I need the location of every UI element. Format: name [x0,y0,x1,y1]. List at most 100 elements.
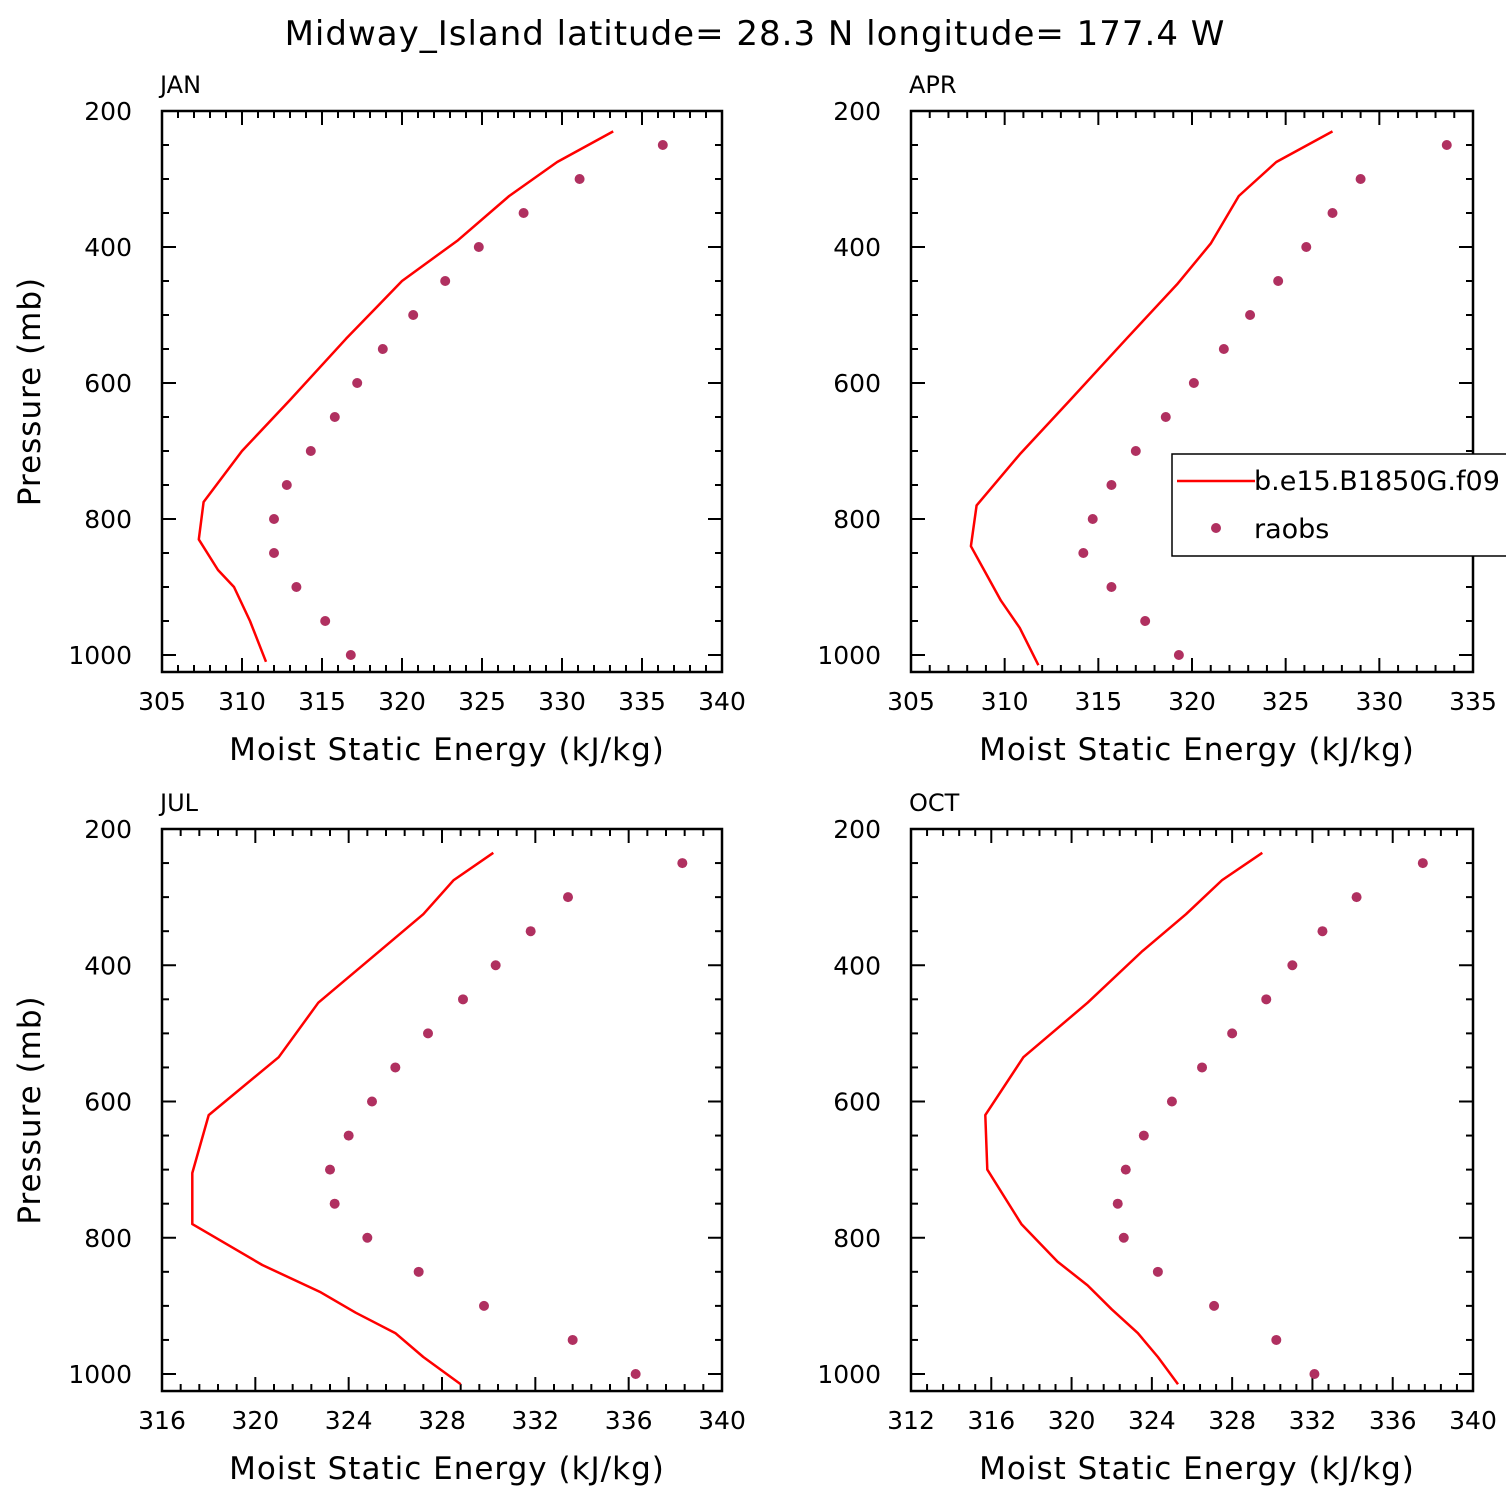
y-tick-label: 600 [833,369,881,398]
obs-point [1218,344,1229,354]
model-line [191,851,495,1386]
x-tick-label: 330 [1355,687,1403,716]
y-tick-label: 600 [84,369,132,398]
obs-point [1351,892,1362,903]
x-tick-label: 316 [967,1406,1015,1435]
obs-point [1160,412,1171,422]
x-tick-label: 335 [618,687,666,716]
obs-point [1327,208,1338,218]
obs-point [1197,1062,1208,1073]
obs-point [390,1062,401,1073]
legend-obs-label: raobs [1254,514,1329,545]
x-tick-label: 330 [538,687,586,716]
obs-point [1078,548,1089,558]
plot-frame [160,827,724,1393]
obs-point [677,858,688,869]
x-axis-label: Moist Static Energy (kJ/kg) [229,732,665,768]
y-tick-label: 400 [833,233,881,262]
obs-point [518,208,529,218]
panel-jan: 305 310 315 320 325 330 335 340 200 400 600 800 1000… [12,71,746,768]
obs-point [362,1232,373,1243]
obs-point [473,242,484,252]
obs-point [1245,310,1256,320]
obs-point [1227,1028,1238,1039]
obs-point [1301,242,1312,252]
x-tick-label: 325 [1262,687,1310,716]
panel-label: OCT [909,789,960,817]
x-axis-label: Moist Static Energy (kJ/kg) [229,1451,665,1487]
y-tick-label: 800 [84,505,132,534]
obs-point [1166,1096,1177,1107]
obs-point [1309,1369,1320,1379]
obs-point [1106,480,1117,490]
model-line [969,130,1334,666]
plot-frame [909,109,1475,674]
y-tick-label: 1000 [68,641,132,670]
x-tick-label: 340 [1449,1406,1497,1435]
legend-obs-swatch [1211,523,1221,533]
obs-point [1118,1232,1129,1243]
y-tick-label: 800 [84,1224,132,1253]
y-tick-label: 1000 [817,1360,881,1389]
y-tick-label: 200 [84,97,132,126]
obs-point [320,616,331,626]
obs-point [1138,1130,1149,1141]
plot-frame [160,109,724,674]
obs-point [525,926,536,937]
model-line [984,851,1264,1385]
y-tick-label: 200 [84,815,132,844]
panel-label: JUL [158,789,199,817]
x-tick-label: 310 [218,687,266,716]
y-tick-label: 1000 [68,1360,132,1389]
y-tick-label: 600 [833,1088,881,1117]
x-tick-label: 312 [887,1406,935,1435]
legend-box [1171,453,1506,557]
x-tick-label: 320 [231,1406,279,1435]
x-tick-label: 325 [458,687,506,716]
x-tick-label: 320 [1168,687,1216,716]
panel-label: APR [909,71,957,99]
obs-point [567,1334,578,1345]
legend-model-label: b.e15.B1850G.f09 [1254,466,1500,497]
y-tick-label: 600 [84,1088,132,1117]
x-axis-label: Moist Static Energy (kJ/kg) [979,732,1415,768]
obs-point [440,276,451,286]
figure-title: Midway_Island latitude= 28.3 N longitude… [285,14,1226,54]
y-axis-label: Pressure (mb) [12,277,48,506]
obs-point [352,378,363,388]
obs-point [325,1164,335,1175]
obs-point [630,1369,641,1379]
obs-point [367,1096,377,1107]
x-tick-label: 305 [138,687,186,716]
x-tick-label: 324 [1128,1406,1176,1435]
x-tick-label: 332 [511,1406,559,1435]
obs-point [1271,1334,1282,1345]
x-tick-label: 335 [1449,687,1497,716]
obs-point [291,582,302,592]
panel-apr: 305 310 315 320 325 330 335 200 400 600 800 1000 APR… [817,71,1496,768]
obs-point [329,1198,340,1209]
x-tick-label: 305 [887,687,935,716]
x-tick-label: 340 [698,687,746,716]
obs-point [1188,378,1199,388]
obs-point [1106,582,1117,592]
obs-point [269,548,279,558]
y-tick-label: 400 [84,233,132,262]
x-tick-label: 320 [1048,1406,1096,1435]
obs-point [1273,276,1284,286]
y-axis-label: Pressure (mb) [12,995,48,1224]
x-tick-label: 316 [138,1406,186,1435]
y-tick-label: 200 [833,97,881,126]
x-tick-label: 336 [1369,1406,1417,1435]
obs-point [281,480,292,490]
x-tick-label: 328 [1208,1406,1256,1435]
panel-jul: 316 320 324 328 332 336 340 200 400 600 800 1000 JUL… [12,789,746,1487]
y-tick-label: 400 [84,951,132,980]
obs-point [423,1028,433,1039]
y-tick-label: 1000 [817,641,881,670]
obs-point [1120,1164,1131,1175]
obs-point [574,174,585,184]
y-tick-label: 200 [833,815,881,844]
obs-point [1287,960,1298,971]
obs-point [657,140,668,150]
